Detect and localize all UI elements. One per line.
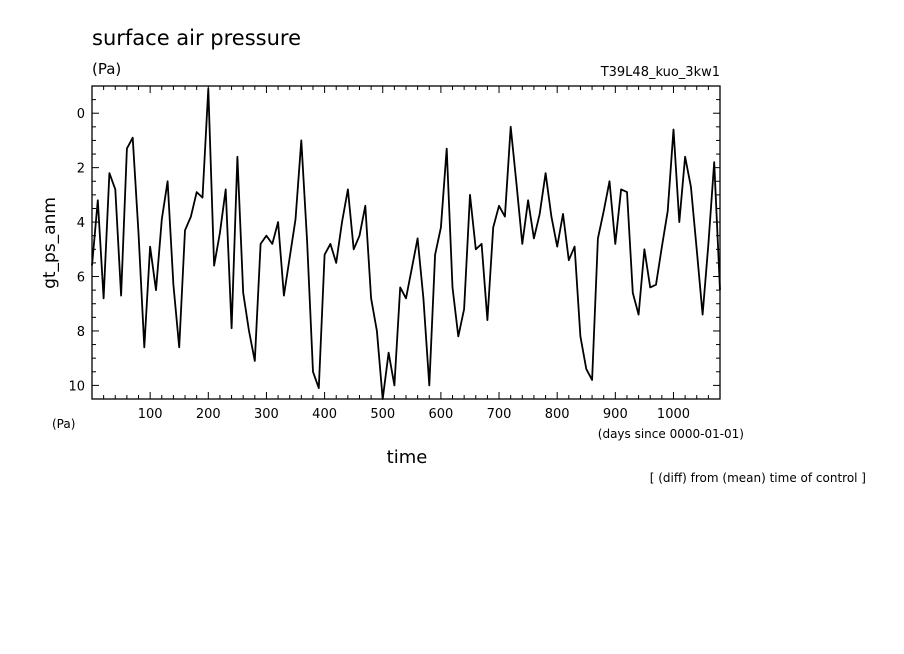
- plot-area: 100 200 300 400 500 600 700 800 900 1000 0 2 4 6 8 10: [68, 85, 721, 422]
- y-tick-label: 10: [68, 379, 85, 394]
- y-tick-label: 4: [77, 216, 85, 231]
- title-unit: (Pa): [92, 60, 121, 78]
- x-tick-label: 400: [312, 407, 337, 422]
- x-tick-label: 200: [196, 407, 221, 422]
- x-tick-label: 500: [370, 407, 395, 422]
- y-tick-label: 6: [77, 271, 85, 286]
- x-tick-label: 100: [138, 407, 163, 422]
- y-tick-label: 8: [77, 325, 85, 340]
- chart-title: surface air pressure: [92, 26, 301, 50]
- x-tick-label: 800: [545, 407, 570, 422]
- y-tick-label: 0: [77, 107, 85, 122]
- footnote: [ (diff) from (mean) time of control ]: [650, 471, 866, 485]
- series-line: [91, 87, 721, 400]
- x-axis: 100 200 300 400 500 600 700 800 900 1000: [103, 86, 709, 422]
- x-unit-label: (days since 0000-01-01): [598, 427, 744, 441]
- x-tick-label: 1000: [657, 407, 690, 422]
- y-tick-label: 2: [77, 162, 85, 177]
- x-tick-label: 700: [487, 407, 512, 422]
- x-tick-label: 900: [603, 407, 628, 422]
- x-tick-label: 600: [428, 407, 453, 422]
- y-unit-label: (Pa): [52, 417, 75, 431]
- y-axis: 0 2 4 6 8 10: [68, 99, 720, 400]
- run-label: T39L48_kuo_3kw1: [600, 65, 720, 80]
- x-axis-label: time: [387, 447, 428, 468]
- plot-frame: [91, 85, 721, 400]
- x-tick-label: 300: [254, 407, 279, 422]
- y-axis-label: gt_ps_anm: [40, 197, 60, 289]
